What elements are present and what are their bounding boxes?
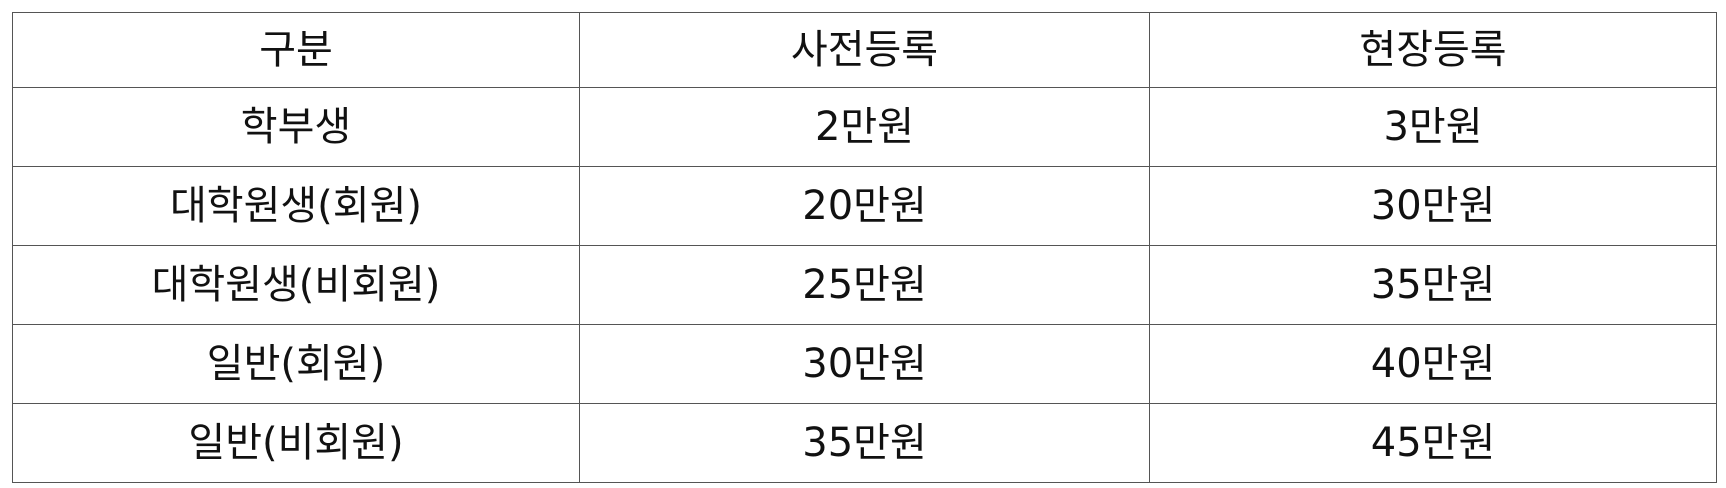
pre-registration-fee-cell: 35만원 <box>579 403 1150 483</box>
table-row: 대학원생(비회원) 25만원 35만원 <box>12 245 1717 325</box>
pre-registration-fee-cell: 2만원 <box>579 87 1150 167</box>
category-cell: 학부생 <box>12 87 580 167</box>
header-pre-registration: 사전등록 <box>579 12 1150 88</box>
category-cell: 일반(회원) <box>12 324 580 404</box>
header-row: 구분 사전등록 현장등록 <box>12 12 1717 88</box>
header-category: 구분 <box>12 12 580 88</box>
category-cell: 일반(비회원) <box>12 403 580 483</box>
pre-registration-fee-cell: 30만원 <box>579 324 1150 404</box>
table-row: 일반(비회원) 35만원 45만원 <box>12 403 1717 483</box>
onsite-registration-fee-cell: 40만원 <box>1149 324 1717 404</box>
table-row: 대학원생(회원) 20만원 30만원 <box>12 166 1717 246</box>
onsite-registration-fee-cell: 35만원 <box>1149 245 1717 325</box>
pre-registration-fee-cell: 20만원 <box>579 166 1150 246</box>
table-header: 구분 사전등록 현장등록 <box>12 12 1717 88</box>
header-onsite-registration: 현장등록 <box>1149 12 1717 88</box>
table-body: 학부생 2만원 3만원 대학원생(회원) 20만원 30만원 대학원생(비회원)… <box>12 87 1717 483</box>
registration-fee-table: 구분 사전등록 현장등록 학부생 2만원 3만원 대학원생(회원) 20만원 3… <box>12 12 1717 483</box>
onsite-registration-fee-cell: 3만원 <box>1149 87 1717 167</box>
table-row: 일반(회원) 30만원 40만원 <box>12 324 1717 404</box>
onsite-registration-fee-cell: 30만원 <box>1149 166 1717 246</box>
table-row: 학부생 2만원 3만원 <box>12 87 1717 167</box>
category-cell: 대학원생(회원) <box>12 166 580 246</box>
pre-registration-fee-cell: 25만원 <box>579 245 1150 325</box>
onsite-registration-fee-cell: 45만원 <box>1149 403 1717 483</box>
category-cell: 대학원생(비회원) <box>12 245 580 325</box>
